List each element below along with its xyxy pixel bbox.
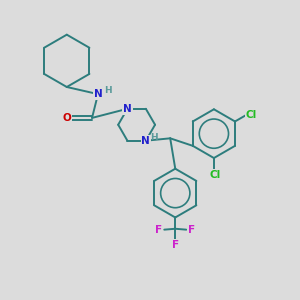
Text: F: F — [188, 225, 195, 235]
Text: N: N — [123, 104, 132, 114]
Text: H: H — [104, 86, 111, 95]
Text: N: N — [142, 136, 150, 146]
Text: O: O — [62, 113, 71, 123]
Text: Cl: Cl — [210, 170, 221, 180]
Text: Cl: Cl — [245, 110, 257, 120]
Text: F: F — [155, 225, 163, 235]
Text: N: N — [94, 89, 102, 99]
Text: F: F — [172, 240, 179, 250]
Text: H: H — [150, 133, 158, 142]
